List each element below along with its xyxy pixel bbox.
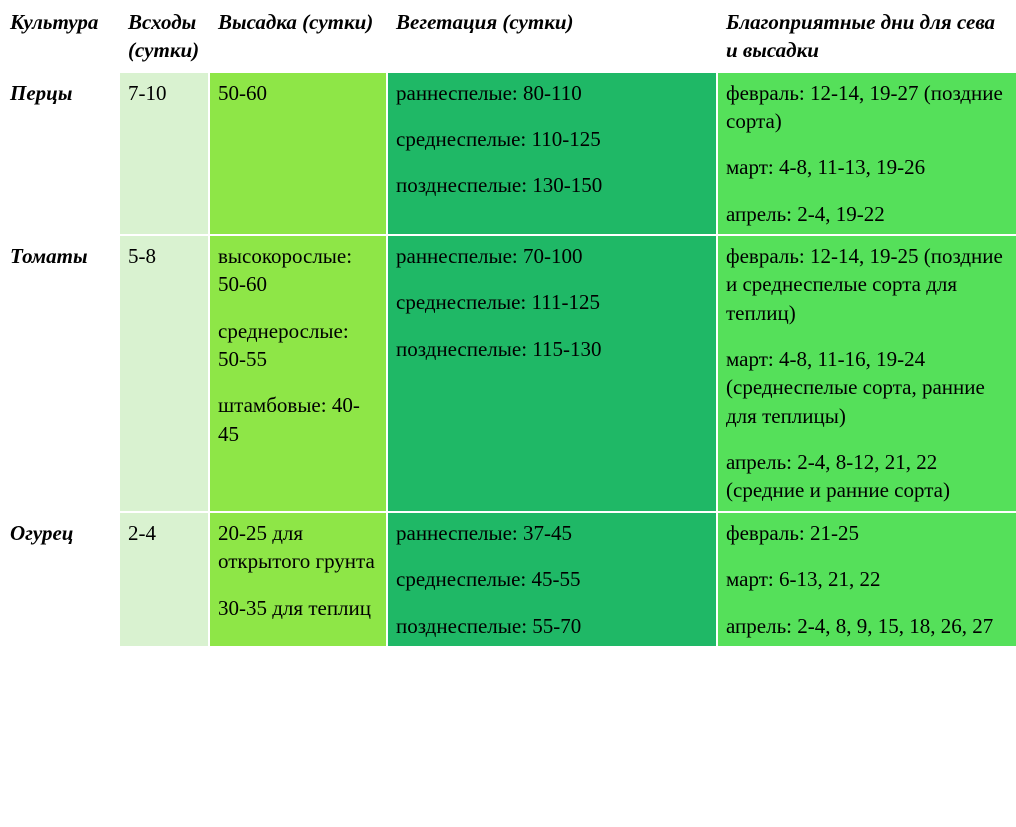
cell-line: штамбовые: 40-45 xyxy=(218,391,378,448)
cell-favorable: февраль: 12-14, 19-27 (поздние сорта) мар… xyxy=(717,72,1016,235)
header-vegetation: Вегетация (сутки) xyxy=(387,1,717,72)
cell-vshody: 7-10 xyxy=(119,72,209,235)
cell-line: апрель: 2-4, 8, 9, 15, 18, 26, 27 xyxy=(726,612,1008,640)
cell-culture: Томаты xyxy=(1,235,119,512)
cell-line: среднеспелые: 110-125 xyxy=(396,125,708,153)
cell-vysadka: 50-60 xyxy=(209,72,387,235)
cell-line: позднеспелые: 115-130 xyxy=(396,335,708,363)
header-favorable: Благоприятные дни для сева и высадки xyxy=(717,1,1016,72)
cell-line: раннеспелые: 37-45 xyxy=(396,519,708,547)
cell-vysadka: 20-25 для открытого грунта 30-35 для тепл… xyxy=(209,512,387,647)
cell-line: февраль: 21-25 xyxy=(726,519,1008,547)
cell-line: март: 4-8, 11-16, 19-24 (среднеспелые со… xyxy=(726,345,1008,430)
cell-favorable: февраль: 21-25 март: 6-13, 21, 22 апрель: … xyxy=(717,512,1016,647)
table-row: Огурец2-420-25 для открытого грунта 30-35… xyxy=(1,512,1016,647)
cell-line: 50-60 xyxy=(218,79,378,107)
cell-vshody: 2-4 xyxy=(119,512,209,647)
cell-line: март: 6-13, 21, 22 xyxy=(726,565,1008,593)
cell-line: апрель: 2-4, 19-22 xyxy=(726,200,1008,228)
cell-vegetation: раннеспелые: 37-45 среднеспелые: 45-55 поз… xyxy=(387,512,717,647)
header-row: Культура Всходы (сутки) Высадка (сутки) … xyxy=(1,1,1016,72)
cell-line: раннеспелые: 70-100 xyxy=(396,242,708,270)
cell-line: раннеспелые: 80-110 xyxy=(396,79,708,107)
cell-line: март: 4-8, 11-13, 19-26 xyxy=(726,153,1008,181)
cell-line: позднеспелые: 55-70 xyxy=(396,612,708,640)
cell-line: высокорослые: 50-60 xyxy=(218,242,378,299)
table-body: Перцы7-10 50-60 раннеспелые: 80-110 среднес… xyxy=(1,72,1016,647)
cell-line: 30-35 для теплиц xyxy=(218,594,378,622)
header-vysadka: Высадка (сутки) xyxy=(209,1,387,72)
cell-line: февраль: 12-14, 19-25 (поздние и среднес… xyxy=(726,242,1008,327)
cell-culture: Огурец xyxy=(1,512,119,647)
cell-line: среднеспелые: 111-125 xyxy=(396,288,708,316)
planting-table: Культура Всходы (сутки) Высадка (сутки) … xyxy=(0,0,1016,648)
cell-line: среднерослые: 50-55 xyxy=(218,317,378,374)
cell-vegetation: раннеспелые: 70-100 среднеспелые: 111-125… xyxy=(387,235,717,512)
cell-vegetation: раннеспелые: 80-110 среднеспелые: 110-125… xyxy=(387,72,717,235)
cell-culture: Перцы xyxy=(1,72,119,235)
cell-line: февраль: 12-14, 19-27 (поздние сорта) xyxy=(726,79,1008,136)
cell-line: среднеспелые: 45-55 xyxy=(396,565,708,593)
cell-line: позднеспелые: 130-150 xyxy=(396,171,708,199)
cell-line: 20-25 для открытого грунта xyxy=(218,519,378,576)
cell-line: апрель: 2-4, 8-12, 21, 22 (средние и ран… xyxy=(726,448,1008,505)
table-row: Перцы7-10 50-60 раннеспелые: 80-110 среднес… xyxy=(1,72,1016,235)
table-row: Томаты5-8высокорослые: 50-60 среднерослые… xyxy=(1,235,1016,512)
header-culture: Культура xyxy=(1,1,119,72)
header-vshody: Всходы (сутки) xyxy=(119,1,209,72)
cell-favorable: февраль: 12-14, 19-25 (поздние и среднес… xyxy=(717,235,1016,512)
cell-vshody: 5-8 xyxy=(119,235,209,512)
cell-vysadka: высокорослые: 50-60 среднерослые: 50-55 шт… xyxy=(209,235,387,512)
